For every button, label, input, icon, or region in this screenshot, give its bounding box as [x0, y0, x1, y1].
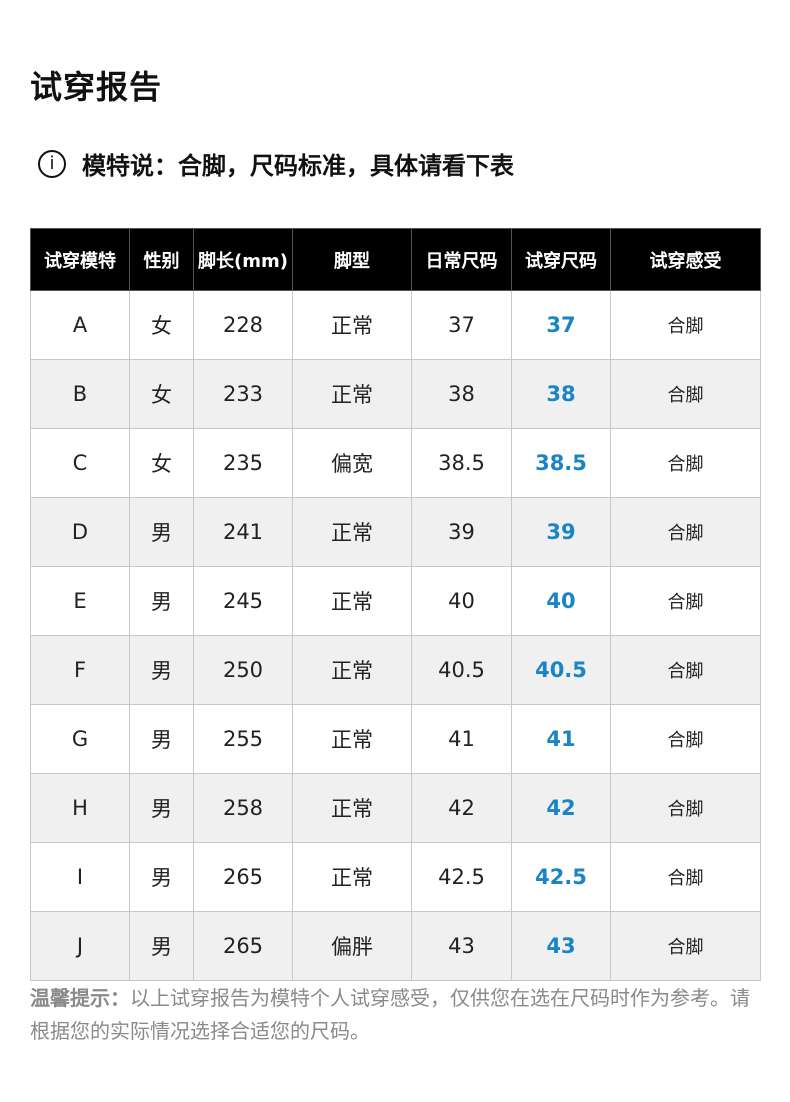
table-cell: 42.5	[511, 842, 611, 912]
table-cell: 女	[129, 290, 194, 360]
table-cell: 41	[511, 704, 611, 774]
table-cell: 39	[511, 497, 611, 567]
table-cell: 42.5	[411, 842, 512, 912]
table-row: A 女 228 正常 37 37 合脚	[30, 290, 761, 360]
column-header: 日常尺码	[411, 228, 512, 291]
table-row: H 男 258 正常 42 42 合脚	[30, 773, 761, 843]
table-cell: I	[30, 842, 130, 912]
fit-report-table: 试穿模特 性别 脚长(mm) 脚型 日常尺码 试穿尺码 试穿感受 A 女 228 正常 37 37 合脚…	[30, 228, 761, 981]
table-cell: 偏宽	[292, 428, 412, 498]
table-cell: C	[30, 428, 130, 498]
column-header: 脚型	[292, 228, 412, 291]
table-cell: 37	[411, 290, 512, 360]
table-cell: G	[30, 704, 130, 774]
info-icon: i	[38, 149, 66, 178]
table-cell: 男	[129, 635, 194, 705]
table-cell: 37	[511, 290, 611, 360]
table-header: 试穿模特 性别 脚长(mm) 脚型 日常尺码 试穿尺码 试穿感受	[30, 228, 761, 291]
table-cell: 正常	[292, 635, 412, 705]
table-cell: 241	[193, 497, 293, 567]
table-cell: B	[30, 359, 130, 429]
table-cell: 42	[511, 773, 611, 843]
table-cell: 合脚	[610, 911, 761, 981]
tip-text: 以上试穿报告为模特个人试穿感受，仅供您在选在尺码时作为参考。请根据您的实际情况选…	[30, 986, 750, 1043]
model-note: i 模特说：合脚，尺码标准，具体请看下表	[38, 146, 514, 181]
column-header: 试穿模特	[30, 228, 130, 291]
table-row: F 男 250 正常 40.5 40.5 合脚	[30, 635, 761, 705]
column-header: 试穿感受	[610, 228, 761, 291]
table-cell: 合脚	[610, 566, 761, 636]
tip: 温馨提示：以上试穿报告为模特个人试穿感受，仅供您在选在尺码时作为参考。请根据您的…	[30, 982, 760, 1048]
table-cell: 233	[193, 359, 293, 429]
table-cell: 40.5	[411, 635, 512, 705]
table-cell: 245	[193, 566, 293, 636]
table-row: G 男 255 正常 41 41 合脚	[30, 704, 761, 774]
table-cell: 39	[411, 497, 512, 567]
table-cell: A	[30, 290, 130, 360]
table-cell: 正常	[292, 359, 412, 429]
table-cell: 合脚	[610, 428, 761, 498]
table-cell: 正常	[292, 773, 412, 843]
table-cell: 38.5	[411, 428, 512, 498]
table-cell: 250	[193, 635, 293, 705]
table-cell: E	[30, 566, 130, 636]
column-header: 性别	[129, 228, 194, 291]
table-cell: 258	[193, 773, 293, 843]
table-cell: 合脚	[610, 290, 761, 360]
table-cell: F	[30, 635, 130, 705]
table-cell: 235	[193, 428, 293, 498]
table-cell: 合脚	[610, 773, 761, 843]
tip-label: 温馨提示：	[30, 986, 130, 1010]
table-row: B 女 233 正常 38 38 合脚	[30, 359, 761, 429]
table-cell: 38	[511, 359, 611, 429]
table-cell: 合脚	[610, 704, 761, 774]
table-cell: 40	[411, 566, 512, 636]
column-header: 试穿尺码	[511, 228, 611, 291]
table-cell: 女	[129, 428, 194, 498]
table-row: E 男 245 正常 40 40 合脚	[30, 566, 761, 636]
table-cell: 正常	[292, 566, 412, 636]
table-cell: 合脚	[610, 842, 761, 912]
table-cell: 43	[511, 911, 611, 981]
model-note-text: 模特说：合脚，尺码标准，具体请看下表	[82, 152, 514, 180]
table-cell: 男	[129, 566, 194, 636]
table-cell: 42	[411, 773, 512, 843]
table-cell: 偏胖	[292, 911, 412, 981]
table-cell: 43	[411, 911, 512, 981]
table-cell: 合脚	[610, 359, 761, 429]
table-cell: 正常	[292, 290, 412, 360]
table-cell: J	[30, 911, 130, 981]
table-cell: 男	[129, 704, 194, 774]
table-cell: 男	[129, 911, 194, 981]
table-cell: 38.5	[511, 428, 611, 498]
table-cell: 41	[411, 704, 512, 774]
table-cell: 合脚	[610, 635, 761, 705]
table-cell: 女	[129, 359, 194, 429]
table-row: C 女 235 偏宽 38.5 38.5 合脚	[30, 428, 761, 498]
page-title: 试穿报告	[30, 68, 163, 106]
table-row: J 男 265 偏胖 43 43 合脚	[30, 911, 761, 981]
table-row: D 男 241 正常 39 39 合脚	[30, 497, 761, 567]
table-cell: 合脚	[610, 497, 761, 567]
table-cell: D	[30, 497, 130, 567]
table-cell: H	[30, 773, 130, 843]
table-cell: 265	[193, 842, 293, 912]
table-cell: 38	[411, 359, 512, 429]
table-cell: 正常	[292, 497, 412, 567]
table-cell: 男	[129, 773, 194, 843]
table-cell: 正常	[292, 842, 412, 912]
table-row: I 男 265 正常 42.5 42.5 合脚	[30, 842, 761, 912]
table-cell: 男	[129, 497, 194, 567]
table-cell: 255	[193, 704, 293, 774]
table-cell: 228	[193, 290, 293, 360]
table-cell: 265	[193, 911, 293, 981]
column-header: 脚长(mm)	[193, 228, 293, 291]
table-cell: 40	[511, 566, 611, 636]
table-cell: 40.5	[511, 635, 611, 705]
table-cell: 男	[129, 842, 194, 912]
table-cell: 正常	[292, 704, 412, 774]
